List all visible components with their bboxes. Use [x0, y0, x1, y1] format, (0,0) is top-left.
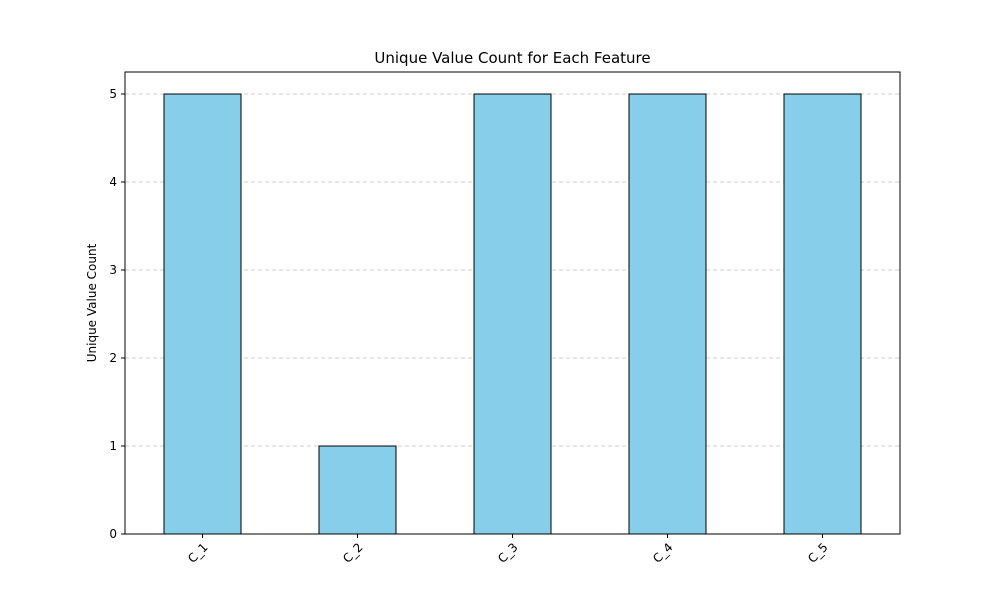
x-tick-label: C_2: [340, 540, 365, 565]
y-tick-label: 0: [109, 527, 117, 541]
x-tick-label: C_5: [805, 540, 830, 565]
y-tick-label: 1: [109, 439, 117, 453]
bar-c-1: [163, 93, 242, 535]
y-tick-label: 2: [109, 351, 117, 365]
x-tick-label: C_4: [650, 540, 675, 565]
bar-c-5: [783, 93, 862, 535]
y-tick-label: 4: [109, 175, 117, 189]
bar-c-3: [473, 93, 552, 535]
bars: [163, 93, 862, 535]
x-tick-label: C_3: [495, 540, 520, 565]
x-tick-label: C_1: [185, 540, 210, 565]
bar-c-4: [628, 93, 707, 535]
y-axis-ticks: 0 1 2 3 4 5: [109, 87, 125, 541]
chart-title: Unique Value Count for Each Feature: [374, 49, 650, 67]
y-tick-label: 3: [109, 263, 117, 277]
bar-c-2: [318, 445, 397, 535]
y-tick-label: 5: [109, 87, 117, 101]
x-axis-ticks: C_1 C_2 C_3 C_4 C_5: [185, 534, 831, 566]
y-axis-label: Unique Value Count: [85, 243, 99, 362]
